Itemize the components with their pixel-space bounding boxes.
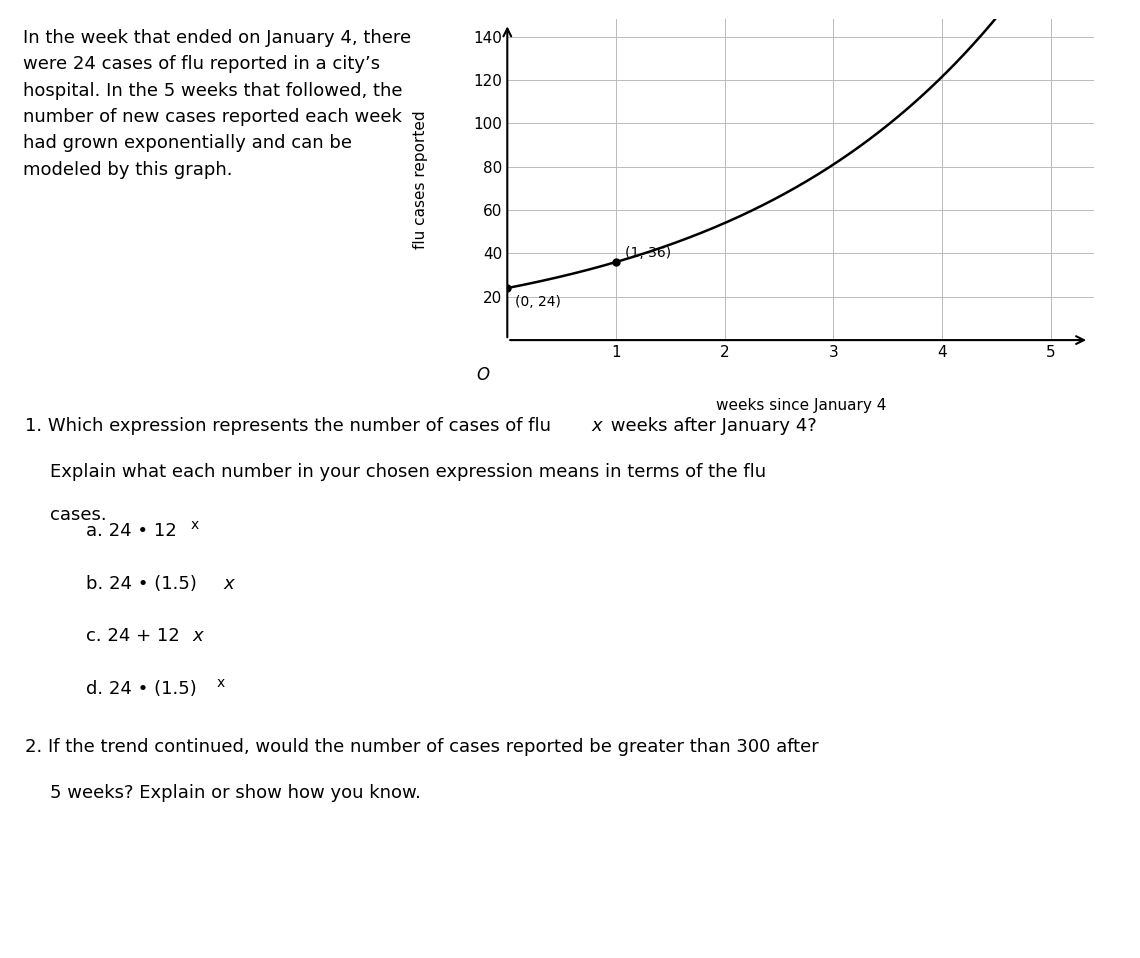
Text: (1, 36): (1, 36) bbox=[625, 246, 670, 260]
Text: weeks after January 4?: weeks after January 4? bbox=[605, 417, 817, 435]
Text: cases.: cases. bbox=[50, 506, 107, 524]
Text: weeks since January 4: weeks since January 4 bbox=[716, 398, 886, 413]
Text: flu cases reported: flu cases reported bbox=[413, 110, 428, 249]
Text: (0, 24): (0, 24) bbox=[515, 294, 561, 308]
Text: a. 24 • 12: a. 24 • 12 bbox=[86, 522, 177, 540]
Text: $x$: $x$ bbox=[192, 627, 205, 646]
Text: x: x bbox=[217, 676, 225, 691]
Text: b. 24 • (1.5): b. 24 • (1.5) bbox=[86, 575, 196, 593]
Text: $\mathit{O}$: $\mathit{O}$ bbox=[477, 366, 490, 384]
Text: 2. If the trend continued, would the number of cases reported be greater than 30: 2. If the trend continued, would the num… bbox=[25, 738, 819, 756]
Text: Explain what each number in your chosen expression means in terms of the flu: Explain what each number in your chosen … bbox=[50, 463, 766, 481]
Text: d. 24 • (1.5): d. 24 • (1.5) bbox=[86, 680, 196, 698]
Text: 5 weeks? Explain or show how you know.: 5 weeks? Explain or show how you know. bbox=[50, 784, 421, 802]
Text: In the week that ended on January 4, there
were 24 cases of flu reported in a ci: In the week that ended on January 4, the… bbox=[23, 29, 410, 179]
Text: x: x bbox=[190, 518, 198, 533]
Text: $x$: $x$ bbox=[223, 575, 237, 593]
Text: $x$: $x$ bbox=[591, 417, 604, 435]
Text: 1. Which expression represents the number of cases of flu: 1. Which expression represents the numbe… bbox=[25, 417, 556, 435]
Text: c. 24 + 12: c. 24 + 12 bbox=[86, 627, 179, 646]
